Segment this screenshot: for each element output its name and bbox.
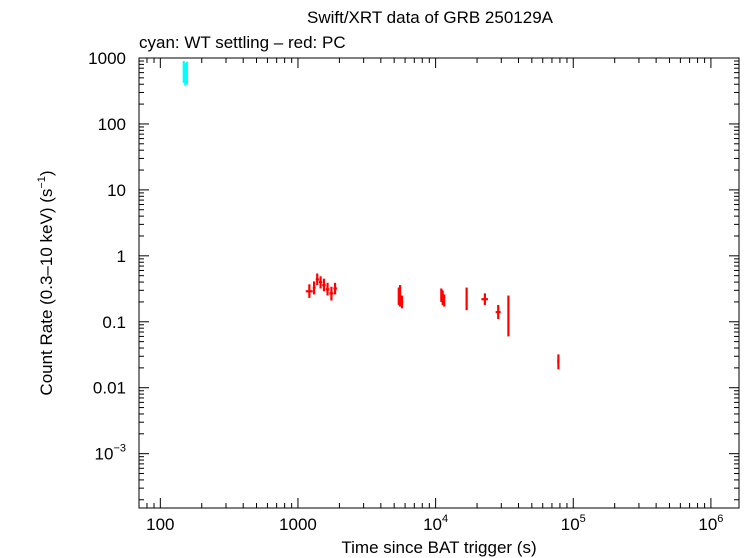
y-tick-label: 1 bbox=[117, 247, 126, 266]
y-tick-label: 10−3 bbox=[95, 443, 126, 464]
axis-ticks bbox=[138, 57, 739, 508]
y-tick-label: 100 bbox=[98, 115, 126, 134]
data-point bbox=[333, 282, 337, 295]
data-point bbox=[312, 281, 316, 295]
series-wt-settling bbox=[182, 61, 189, 86]
x-axis-label: Time since BAT trigger (s) bbox=[341, 538, 536, 557]
data-point bbox=[481, 293, 488, 305]
plot-frame bbox=[138, 57, 740, 509]
data-point bbox=[329, 286, 334, 301]
chart-title: Swift/XRT data of GRB 250129A bbox=[307, 8, 554, 27]
data-points bbox=[182, 61, 560, 370]
series-pc bbox=[305, 273, 560, 370]
y-axis-label-end: ) bbox=[37, 170, 56, 176]
data-point bbox=[322, 278, 326, 292]
y-tick-label: 1000 bbox=[88, 49, 126, 68]
data-point bbox=[507, 295, 510, 337]
axis-tick-labels: 100 1000 104 105 106 1000 100 10 1 0.1 0.01 10−3 bbox=[88, 49, 723, 534]
y-tick-label: 0.01 bbox=[93, 379, 126, 398]
data-point bbox=[185, 61, 189, 85]
chart-subtitle: cyan: WT settling – red: PC bbox=[139, 33, 346, 52]
data-point bbox=[305, 284, 313, 298]
data-point bbox=[325, 282, 330, 296]
y-tick-label: 10 bbox=[107, 181, 126, 200]
x-tick-label: 100 bbox=[146, 515, 174, 534]
y-axis-label-main: Count Rate (0.3–10 keV) (s bbox=[37, 189, 56, 396]
data-point bbox=[465, 287, 468, 311]
data-point bbox=[443, 294, 446, 307]
x-tick-label: 105 bbox=[561, 513, 586, 534]
data-point bbox=[441, 290, 444, 305]
data-point bbox=[398, 285, 402, 307]
x-tick-label: 1000 bbox=[279, 515, 317, 534]
data-point bbox=[557, 354, 560, 370]
x-tick-label: 106 bbox=[698, 513, 723, 534]
x-tick-label: 104 bbox=[423, 513, 448, 534]
data-point bbox=[318, 276, 323, 289]
y-axis-label: Count Rate (0.3–10 keV) (s−1) bbox=[36, 170, 56, 395]
data-point bbox=[315, 273, 319, 286]
y-axis-label-sup: −1 bbox=[36, 176, 48, 189]
data-point bbox=[400, 295, 404, 309]
y-tick-label: 0.1 bbox=[102, 313, 126, 332]
data-point bbox=[495, 304, 501, 320]
